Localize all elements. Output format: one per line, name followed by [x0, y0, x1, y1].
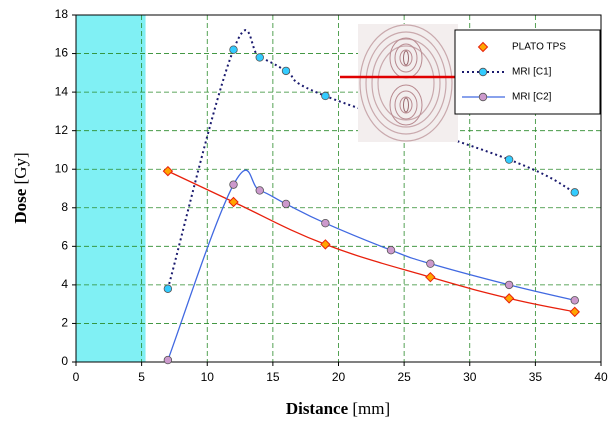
contour-core [403, 97, 409, 113]
marker [320, 239, 331, 250]
contour [377, 45, 435, 121]
x-tick-label: 15 [266, 370, 280, 384]
series-line [167, 169, 575, 361]
x-label-name: Distance [286, 399, 349, 418]
contour [365, 31, 447, 135]
contour [399, 49, 413, 67]
x-tick-label: 40 [594, 370, 608, 384]
x-tick-label: 35 [529, 370, 543, 384]
y-tick-label: 6 [61, 239, 68, 253]
x-tick-label: 25 [397, 370, 411, 384]
legend-label: PLATO TPS [512, 42, 566, 53]
x-label-unit: [mm] [352, 399, 390, 418]
marker [281, 66, 291, 76]
marker [229, 45, 238, 54]
marker [321, 91, 330, 101]
marker [321, 218, 330, 228]
x-tick-label: 20 [332, 370, 346, 384]
marker [477, 41, 489, 53]
contour [359, 24, 453, 142]
contour [371, 38, 441, 128]
y-axis-label: Dose [Gy] [11, 152, 30, 223]
contour [399, 96, 413, 114]
y-tick-label: 8 [61, 200, 68, 214]
marker [426, 259, 435, 268]
x-axis-label: Distance [mm] [286, 399, 390, 418]
marker [162, 165, 174, 177]
marker [228, 196, 239, 208]
marker [229, 180, 238, 189]
marker [255, 186, 264, 195]
marker [425, 271, 436, 283]
y-tick-label: 2 [61, 316, 68, 330]
x-tick-label: 30 [463, 370, 477, 384]
legend: PLATO TPS MRI [C1] MRI [C2] [454, 29, 601, 115]
x-tick-label: 0 [73, 370, 80, 384]
y-tick-label: 16 [55, 46, 69, 60]
series-line [166, 29, 576, 290]
y-label-name: Dose [11, 188, 30, 223]
marker [478, 92, 488, 102]
inset-bg [358, 24, 458, 142]
marker [569, 306, 580, 318]
inset-diagram [340, 24, 470, 142]
contour [389, 84, 423, 126]
contour [394, 43, 418, 73]
y-tick-label: 0 [61, 354, 68, 368]
y-tick-label: 4 [61, 277, 68, 291]
marker [504, 155, 514, 164]
series-line [167, 170, 575, 313]
y-tick-label: 14 [55, 84, 69, 98]
shaded-region [76, 15, 146, 362]
marker [570, 296, 579, 305]
y-tick-label: 18 [55, 7, 69, 21]
y-label-unit: [Gy] [11, 152, 30, 184]
legend-label: MRI [C1] [512, 67, 552, 78]
marker [570, 188, 579, 197]
legend-label: MRI [C2] [512, 92, 552, 103]
marker [386, 245, 396, 255]
x-tick-label: 10 [201, 370, 215, 384]
y-tick-label: 12 [55, 123, 69, 137]
marker [163, 355, 173, 365]
y-tick-label: 10 [55, 161, 69, 175]
marker [504, 280, 514, 290]
plot-border [75, 14, 602, 363]
marker [163, 284, 173, 293]
marker [255, 53, 264, 62]
contour [394, 90, 418, 120]
contour-core [403, 50, 409, 66]
marker [478, 67, 488, 77]
marker [281, 199, 291, 209]
marker [503, 293, 515, 304]
x-tick-label: 5 [138, 370, 145, 384]
